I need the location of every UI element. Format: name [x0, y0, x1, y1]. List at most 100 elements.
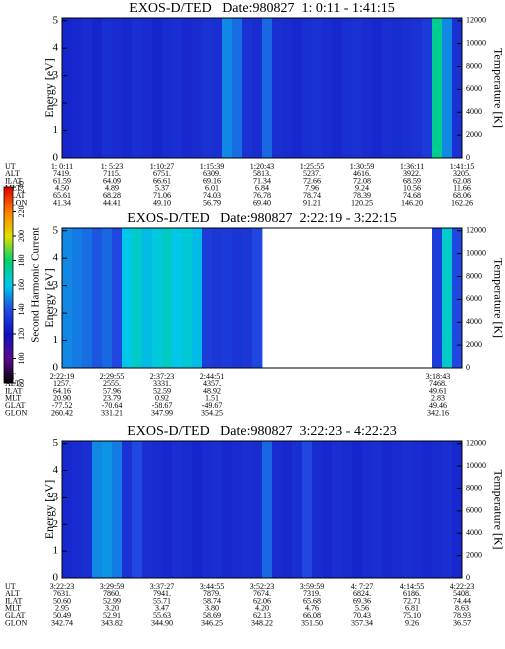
- heat-cell: [252, 441, 263, 578]
- ephemeris-value: 5.56: [355, 604, 369, 613]
- colorbar-step: [4, 217, 13, 220]
- y-tick-label: 1: [53, 545, 59, 557]
- heat-cell: [162, 18, 173, 158]
- colorbar-step: [4, 359, 13, 362]
- ephemeris-value: 1257.: [53, 379, 71, 388]
- ephemeris-value: 342.74: [51, 618, 73, 627]
- heat-cell: [232, 228, 243, 368]
- y-tick-label: 0: [53, 362, 59, 374]
- ephemeris-value: 331.21: [101, 408, 123, 417]
- colorbar-step: [4, 297, 13, 300]
- ephemeris-value: 69.36: [353, 596, 371, 605]
- ephemeris-value: 49.10: [153, 198, 171, 207]
- y2-tick-label: 2000: [466, 130, 482, 139]
- heat-cell: [422, 441, 433, 578]
- colorbar-step: [4, 311, 13, 314]
- y-tick-label: 2: [53, 518, 59, 530]
- colorbar-step: [4, 357, 13, 360]
- ephemeris-value: 7.96: [305, 184, 319, 193]
- heat-cell: [242, 228, 253, 368]
- colorbar-tick-label: 160: [17, 279, 26, 291]
- y-tick-label: 0: [53, 152, 59, 164]
- y2-tick-label: 2000: [466, 340, 482, 349]
- colorbar-step: [4, 189, 13, 192]
- ephemeris-value: 7674.: [253, 589, 271, 598]
- heat-cell: [392, 18, 403, 158]
- y2-tick-label: 0: [466, 153, 470, 162]
- heat-cell: [212, 18, 223, 158]
- ephemeris-value: 69.16: [203, 176, 221, 185]
- ephemeris-value: 1: 5:23: [101, 162, 123, 171]
- ephemeris-value: 146.20: [401, 198, 423, 207]
- ephemeris-value: 62.08: [453, 176, 471, 185]
- colorbar-step: [4, 347, 13, 350]
- y2-tick-label: 6000: [466, 294, 482, 303]
- ephemeris-value: 6309.: [203, 169, 221, 178]
- y-tick-label: 5: [53, 437, 59, 449]
- ephemeris-value: 343.82: [101, 618, 123, 627]
- colorbar-step: [4, 363, 13, 366]
- heat-cell: [192, 18, 203, 158]
- ephemeris-value: 6.81: [405, 604, 419, 613]
- ephemeris-value: 1.51: [205, 394, 219, 403]
- colorbar-step: [4, 331, 13, 334]
- ephemeris-value: 3:22:23: [50, 582, 74, 591]
- heat-cell: [152, 441, 163, 578]
- y2-axis-label: Temperature [K]: [491, 258, 505, 338]
- ephemeris-label: GLAT: [5, 191, 26, 200]
- colorbar-step: [4, 199, 13, 202]
- y-tick-label: 3: [53, 69, 59, 81]
- colorbar-step: [4, 219, 13, 222]
- colorbar-step: [4, 375, 13, 378]
- heat-cell: [282, 18, 293, 158]
- colorbar-step: [4, 279, 13, 282]
- ephemeris-value: 3:29:59: [100, 582, 124, 591]
- colorbar-step: [4, 265, 13, 268]
- y2-tick-label: 8000: [466, 61, 482, 70]
- heat-cell: [162, 441, 173, 578]
- colorbar-step: [4, 209, 13, 212]
- ephemeris-value: 6186.: [403, 589, 421, 598]
- heat-cell: [92, 228, 103, 368]
- colorbar-step: [4, 339, 13, 342]
- heat-cell: [132, 18, 143, 158]
- ephemeris-value: 1:10:27: [150, 162, 174, 171]
- colorbar-step: [4, 187, 13, 190]
- colorbar-step: [4, 355, 13, 358]
- colorbar-step: [4, 287, 13, 290]
- ephemeris-value: -70.64: [102, 401, 123, 410]
- heat-cell: [142, 18, 153, 158]
- y-axis-label: Energy [eV]: [42, 268, 56, 327]
- colorbar-step: [4, 299, 13, 302]
- ephemeris-value: 66.61: [153, 176, 171, 185]
- colorbar-step: [4, 229, 13, 232]
- y2-tick-label: 10000: [466, 461, 486, 470]
- ephemeris-value: 74.68: [403, 191, 421, 200]
- colorbar-step: [4, 195, 13, 198]
- y-tick-label: 2: [53, 307, 59, 319]
- heat-cell: [392, 441, 403, 578]
- ephemeris-value: 58.69: [203, 611, 221, 620]
- ephemeris-value: 78.74: [303, 191, 321, 200]
- colorbar-step: [4, 381, 13, 384]
- ephemeris-value: 346.25: [201, 618, 223, 627]
- ephemeris-value: 347.99: [151, 408, 173, 417]
- heat-cell: [232, 18, 243, 158]
- colorbar-step: [4, 321, 13, 324]
- y-tick-label: 2: [53, 97, 59, 109]
- heat-cell: [432, 228, 443, 368]
- colorbar-step: [4, 213, 13, 216]
- ephemeris-value: 64.09: [103, 176, 121, 185]
- heat-cell: [262, 18, 273, 158]
- colorbar-tick-label: 140: [17, 304, 26, 316]
- y-tick-label: 0: [53, 572, 59, 584]
- colorbar-step: [4, 221, 13, 224]
- colorbar-step: [4, 233, 13, 236]
- colorbar-step: [4, 237, 13, 240]
- ephemeris-value: 20.90: [53, 394, 71, 403]
- colorbar-tick-label: 120: [17, 328, 26, 340]
- colorbar-step: [4, 203, 13, 206]
- ephemeris-value: 3205.: [453, 169, 471, 178]
- ephemeris-label: GLAT: [5, 611, 26, 620]
